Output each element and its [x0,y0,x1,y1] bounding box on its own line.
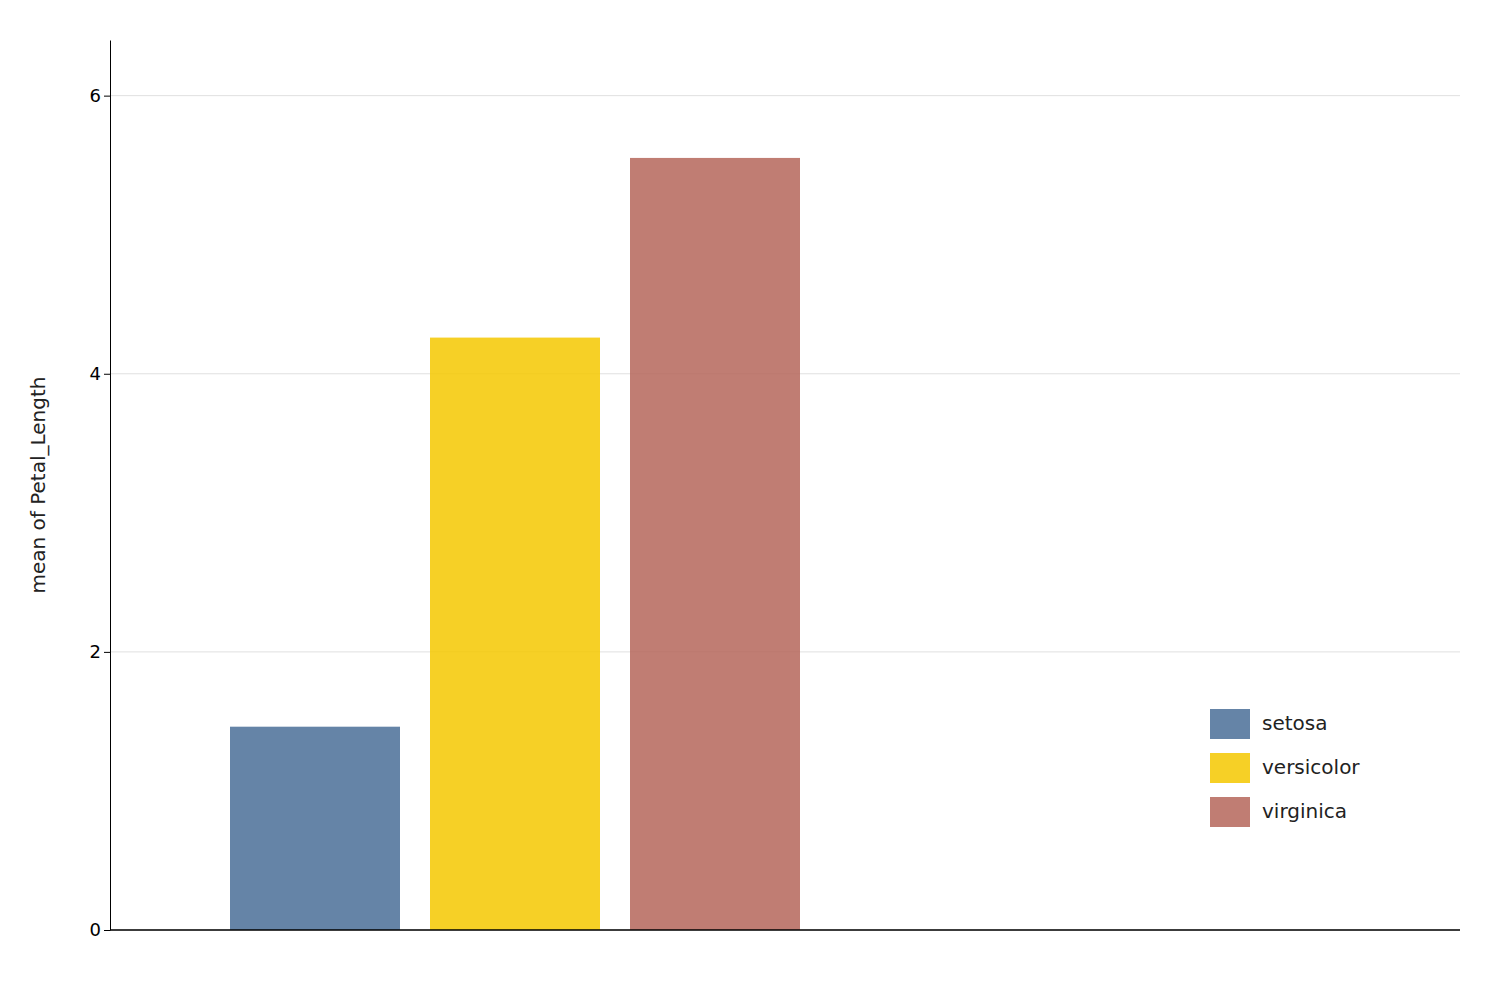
y-tick-label: 2 [90,641,101,662]
grid [110,96,1460,930]
grid-line [110,930,1460,931]
bars [230,158,800,930]
bar [230,727,400,930]
y-tick-label: 4 [90,363,101,384]
legend-label: setosa [1262,711,1327,735]
y-tick-mark [104,374,110,375]
legend-item: versicolor [1210,753,1360,783]
y-axis: 0 2 4 6 [90,41,111,941]
legend-item: virginica [1210,797,1347,827]
legend: setosa versicolor virginica [1210,709,1360,827]
y-tick: 4 [90,363,110,384]
y-tick-label: 0 [90,919,101,940]
y-tick-label: 6 [90,85,101,106]
y-tick: 2 [90,641,110,662]
legend-swatch [1210,797,1250,827]
y-tick-mark [104,930,110,931]
y-axis-title: mean of Petal_Length [26,376,50,593]
y-tick-mark [104,96,110,97]
legend-label: versicolor [1262,755,1360,779]
grid-line [110,95,1460,96]
y-tick: 0 [90,919,110,940]
y-tick: 6 [90,85,110,106]
chart: 0 2 4 6 setosa versicolor virginica mean of Pet… [0,0,1500,1000]
bar [630,158,800,930]
legend-swatch [1210,753,1250,783]
plot: 0 2 4 6 setosa versicolor virginica [90,41,1460,941]
x-axis [110,930,1460,931]
y-axis-line [110,41,111,931]
bar [430,338,600,930]
x-axis-line [110,929,1460,931]
legend-label: virginica [1262,799,1347,823]
y-tick-mark [104,652,110,653]
legend-swatch [1210,709,1250,739]
legend-item: setosa [1210,709,1327,739]
